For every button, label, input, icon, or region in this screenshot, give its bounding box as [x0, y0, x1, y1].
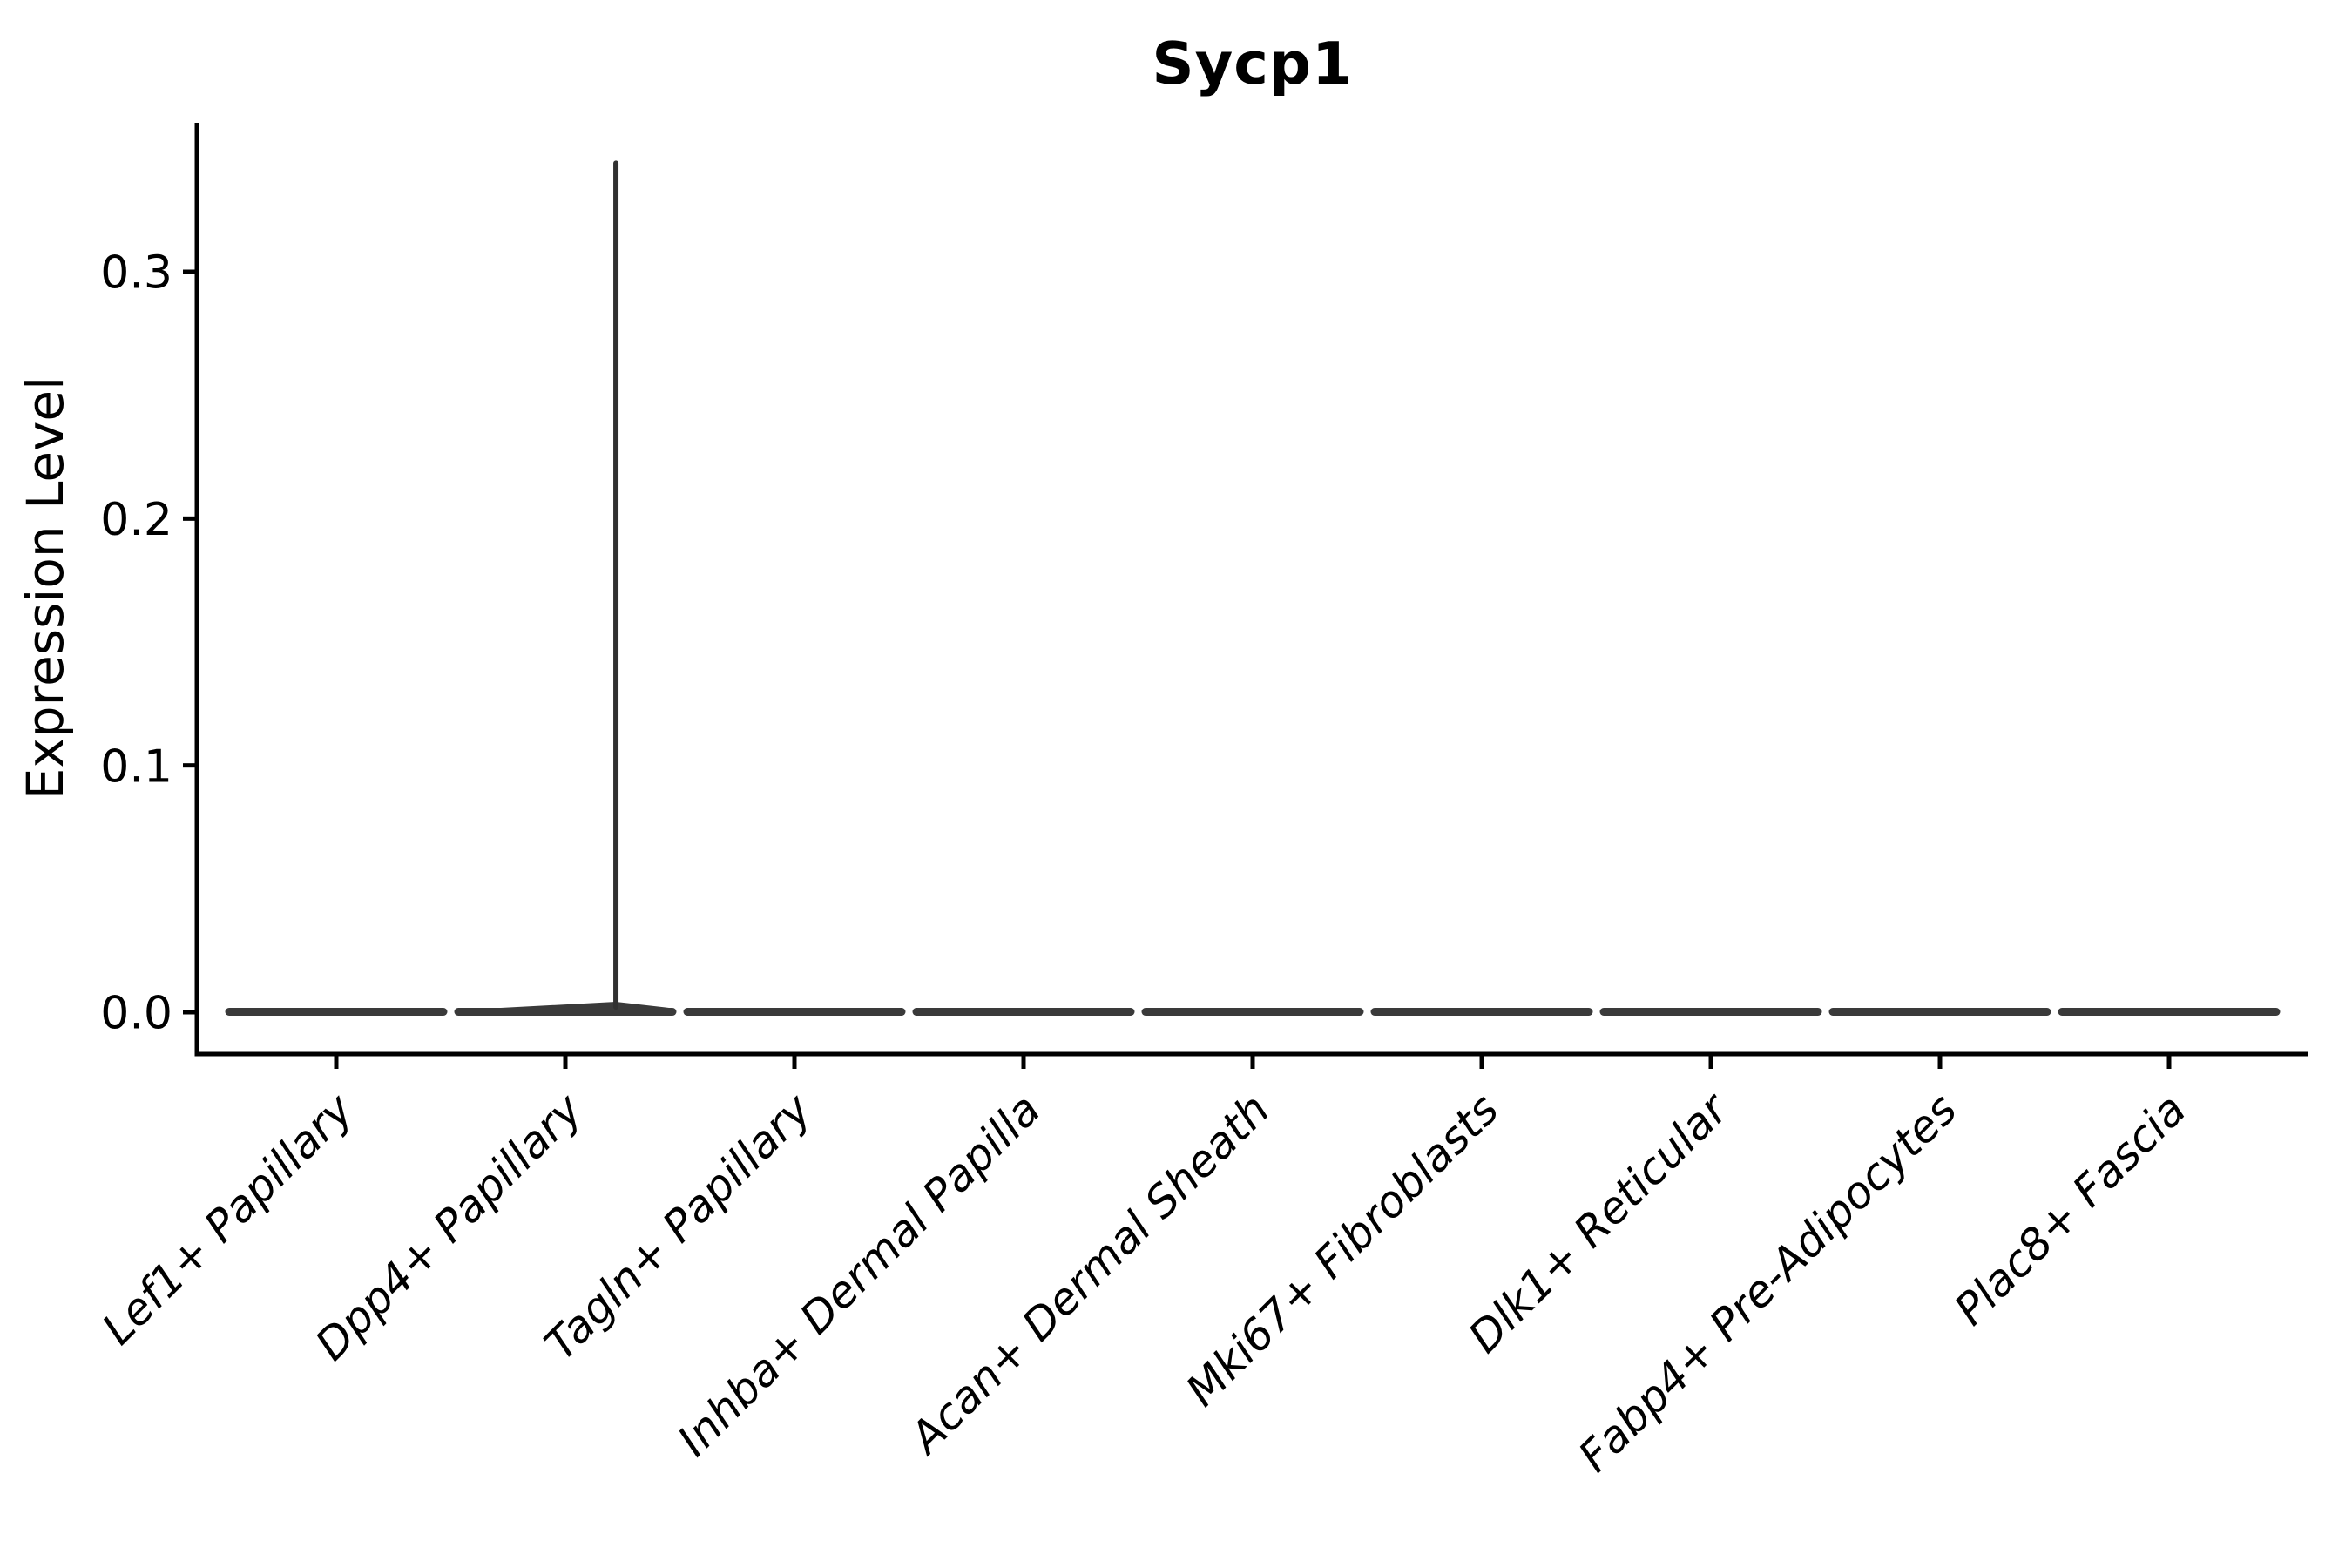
y-tick-label: 0.2	[100, 494, 172, 546]
chart-title: Sycp1	[1152, 30, 1354, 98]
x-category-label: Lef1+ Papillary	[92, 1083, 363, 1354]
y-tick-label: 0.1	[100, 740, 172, 793]
y-tick-label: 0.3	[100, 247, 172, 300]
x-category-label: Plac8+ Fascia	[1945, 1084, 2196, 1335]
violin-base-mound	[484, 1002, 669, 1016]
x-category-label: Acan+ Dermal Sheath	[899, 1084, 1280, 1464]
y-axis-label: Expression Level	[16, 376, 75, 800]
x-category-label: Fabp4+ Pre-Adipocytes	[1569, 1084, 1967, 1482]
x-category-label: Inhba+ Dermal Papilla	[668, 1084, 1050, 1465]
y-tick-label: 0.0	[100, 988, 172, 1040]
